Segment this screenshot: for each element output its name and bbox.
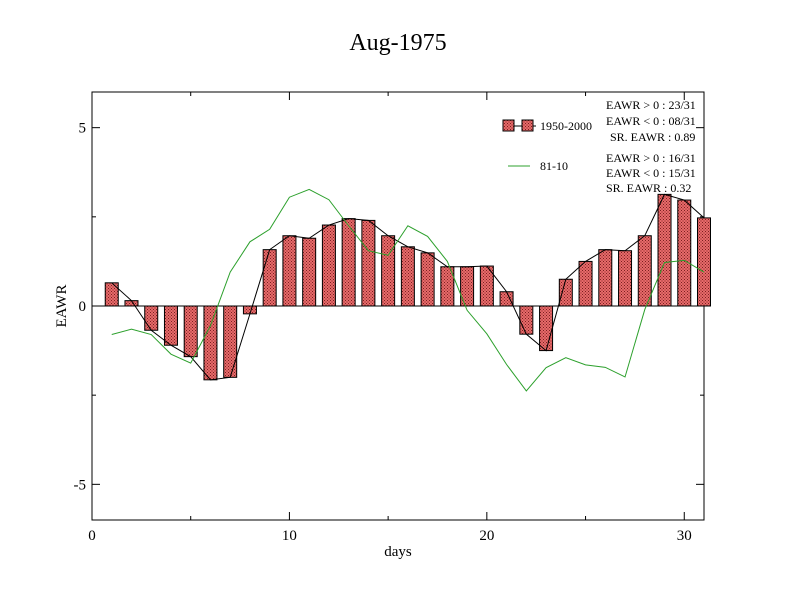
bar-1950-2000 [657,193,672,307]
legend: 1950-2000 81-10 [502,119,592,173]
x-tick-label: 10 [282,528,297,544]
stat-line: SR. EAWR : 0.32 [606,181,691,195]
x-axis-label: days [384,544,412,560]
x-tick-label: 0 [88,528,96,544]
bar-1950-2000 [598,249,613,307]
line-1950-2000 [111,193,705,381]
stat-line: SR. EAWR : 0.89 [610,130,695,144]
stat-line: EAWR > 0 : 16/31 [606,151,696,165]
y-tick-label: 5 [79,121,87,137]
bar-1950-2000 [302,237,317,307]
bar-1950-2000 [183,305,198,358]
axis-ticks: 0 10 20 30 -5 0 5 [74,92,704,544]
chart-title: Aug-1975 [349,30,446,56]
y-tick-label: 0 [79,299,87,315]
line-series [111,188,705,392]
stat-line: EAWR < 0 : 15/31 [606,166,696,180]
y-tick-label: -5 [74,477,87,493]
y-axis-label: EAWR [54,285,70,328]
x-tick-label: 30 [677,528,692,544]
bar-1950-2000 [400,246,415,307]
bar-1950-2000 [677,199,692,307]
bar-series [104,193,711,381]
bar-1950-2000 [519,305,534,335]
bar-1950-2000 [499,291,514,307]
legend-label-1950-2000: 1950-2000 [540,119,592,133]
bar-1950-2000 [223,305,238,378]
legend-label-81-10: 81-10 [540,159,568,173]
stat-line: EAWR < 0 : 08/31 [606,114,696,128]
bar-1950-2000 [262,249,277,307]
stats-block-1950-2000: EAWR > 0 : 23/31 EAWR < 0 : 08/31 SR. EA… [606,98,696,144]
x-tick-label: 20 [479,528,494,544]
bar-1950-2000 [144,305,159,331]
bar-1950-2000 [618,250,633,307]
legend-swatch-1950-2000-left [502,119,515,132]
bar-1950-2000 [282,235,297,307]
line-81-10 [111,188,705,392]
bar-1950-2000 [163,305,178,346]
stat-line: EAWR > 0 : 23/31 [606,98,696,112]
bar-1950-2000 [539,305,554,352]
bar-1950-2000 [361,219,376,307]
bar-1950-2000 [381,235,396,307]
bar-1950-2000 [203,305,218,381]
bar-1950-2000 [558,278,573,307]
bar-1950-2000 [321,224,336,307]
bar-1950-2000 [578,260,593,307]
legend-swatch-1950-2000-right [521,119,534,132]
bar-1950-2000 [697,217,711,307]
bar-1950-2000 [637,235,652,307]
bar-1950-2000 [420,252,435,307]
stats-block-81-10: EAWR > 0 : 16/31 EAWR < 0 : 15/31 SR. EA… [606,151,696,195]
